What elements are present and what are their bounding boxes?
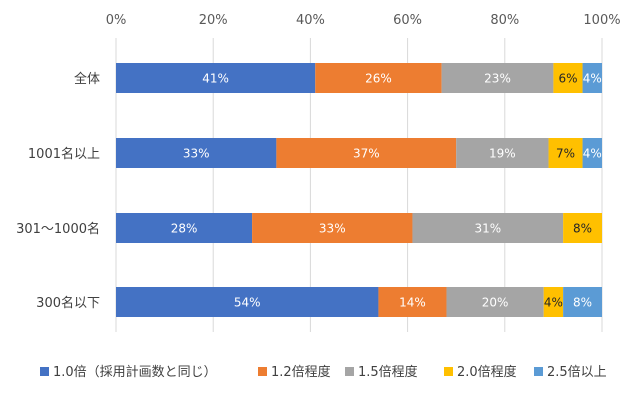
- bar-segment: [582, 63, 602, 93]
- legend-swatch: [534, 367, 543, 376]
- x-axis-ticks: 0% 20% 40% 60% 80% 100%: [106, 13, 621, 28]
- bar-segment: [116, 138, 277, 168]
- x-tick-label: 20%: [199, 13, 228, 28]
- legend-swatch: [40, 367, 49, 376]
- legend-label: 1.0倍（採用計画数と同じ）: [53, 364, 217, 380]
- category-label: 全体: [74, 71, 100, 87]
- bar-segment: [446, 287, 544, 317]
- bar-segment: [116, 63, 316, 93]
- data-labels: 41% 26% 23% 6% 4% 33% 37% 19% 7% 4% 28% 33% 31% 8% 54%…: [171, 72, 602, 310]
- category-label: 301～1000名: [16, 221, 100, 237]
- data-label: 4%: [583, 147, 602, 161]
- bar-segment: [315, 63, 442, 93]
- bar-segment: [378, 287, 447, 317]
- bar-segment: [553, 63, 583, 93]
- data-label: 20%: [482, 296, 509, 310]
- data-label: 7%: [556, 147, 575, 161]
- bar-segment: [412, 213, 564, 243]
- category-labels: 全体 1001名以上 301～1000名 300名以下: [16, 71, 100, 311]
- data-label: 37%: [353, 147, 380, 161]
- data-label: 6%: [558, 72, 577, 86]
- bar-segment: [456, 138, 549, 168]
- data-label: 26%: [365, 72, 392, 86]
- x-tick-label: 0%: [106, 13, 127, 28]
- bar-segment: [116, 213, 253, 243]
- x-tick-label: 40%: [296, 13, 325, 28]
- legend-swatch: [345, 367, 354, 376]
- bar-segment: [252, 213, 413, 243]
- legend-label: 1.5倍程度: [358, 364, 418, 380]
- bar-segment: [563, 213, 602, 243]
- data-label: 8%: [573, 222, 592, 236]
- x-tick-label: 100%: [583, 13, 620, 28]
- data-label: 4%: [544, 296, 563, 310]
- data-label: 14%: [399, 296, 426, 310]
- category-label: 300名以下: [36, 295, 100, 311]
- bar-segment: [276, 138, 457, 168]
- x-tick-label: 60%: [393, 13, 422, 28]
- legend-label: 2.0倍程度: [457, 364, 517, 380]
- x-tick-label: 80%: [490, 13, 519, 28]
- data-label: 54%: [234, 296, 261, 310]
- data-label: 33%: [183, 147, 210, 161]
- bar-segment: [563, 287, 602, 317]
- legend-label: 2.5倍以上: [547, 365, 607, 380]
- data-label: 8%: [573, 296, 592, 310]
- legend-swatch: [258, 367, 267, 376]
- bar-segment: [543, 287, 564, 317]
- bar-segment: [116, 287, 379, 317]
- bar-segments: [116, 63, 602, 317]
- data-label: 28%: [171, 222, 198, 236]
- bar-segment: [582, 138, 602, 168]
- data-label: 4%: [583, 72, 602, 86]
- data-label: 41%: [202, 72, 229, 86]
- data-label: 33%: [319, 222, 346, 236]
- legend-label: 1.2倍程度: [271, 364, 331, 380]
- data-label: 23%: [484, 72, 511, 86]
- legend-swatch: [444, 367, 453, 376]
- legend: 1.0倍（採用計画数と同じ） 1.2倍程度 1.5倍程度 2.0倍程度 2.5倍以上: [40, 364, 607, 380]
- data-label: 31%: [474, 222, 501, 236]
- bar-segment: [548, 138, 583, 168]
- bar-segment: [441, 63, 554, 93]
- category-label: 1001名以上: [28, 146, 100, 162]
- data-label: 19%: [489, 147, 516, 161]
